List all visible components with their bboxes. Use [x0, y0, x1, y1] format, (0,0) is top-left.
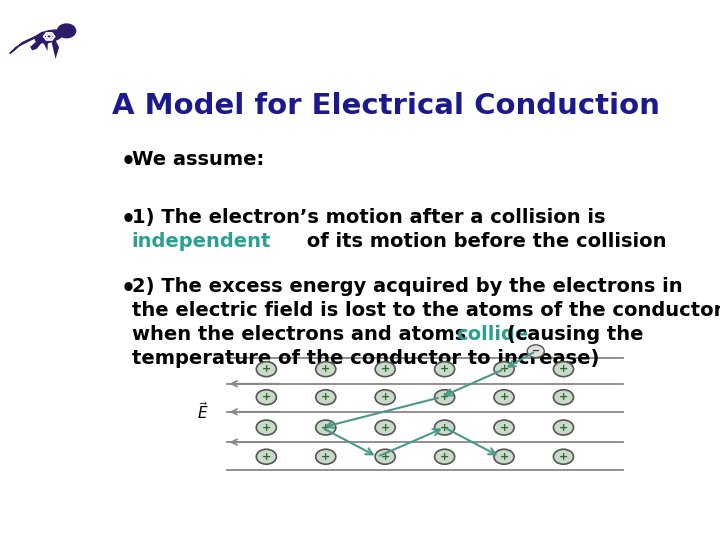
Circle shape	[435, 362, 454, 377]
Text: the electric field is lost to the atoms of the conductor: the electric field is lost to the atoms …	[132, 301, 720, 320]
Circle shape	[554, 390, 574, 404]
Text: −: −	[531, 346, 540, 356]
Text: +: +	[381, 422, 390, 433]
Polygon shape	[32, 40, 41, 49]
Text: (causing the: (causing the	[500, 325, 643, 344]
Text: 1) The electron’s motion after a collision is: 1) The electron’s motion after a collisi…	[132, 208, 606, 227]
Text: +: +	[500, 422, 508, 433]
Text: A Model for Electrical Conduction: A Model for Electrical Conduction	[112, 92, 660, 120]
Text: temperature of the conductor to increase): temperature of the conductor to increase…	[132, 349, 599, 368]
Text: •: •	[121, 277, 135, 301]
Circle shape	[375, 362, 395, 377]
Circle shape	[315, 449, 336, 464]
Polygon shape	[10, 35, 39, 53]
Circle shape	[375, 390, 395, 404]
Text: $\vec{E}$: $\vec{E}$	[197, 401, 209, 422]
Text: We assume:: We assume:	[132, 150, 264, 169]
Polygon shape	[53, 40, 57, 51]
Text: 2) The excess energy acquired by the electrons in: 2) The excess energy acquired by the ele…	[132, 277, 683, 296]
Text: +: +	[261, 452, 271, 462]
Circle shape	[315, 362, 336, 377]
Text: +: +	[261, 392, 271, 402]
Text: +: +	[321, 392, 330, 402]
Text: when the electrons and atoms: when the electrons and atoms	[132, 325, 473, 344]
Text: +: +	[261, 364, 271, 374]
Text: collide: collide	[456, 325, 528, 344]
Text: +: +	[440, 422, 449, 433]
Text: +: +	[321, 452, 330, 462]
Polygon shape	[41, 33, 46, 43]
Circle shape	[375, 420, 395, 435]
Circle shape	[256, 449, 276, 464]
Text: +: +	[440, 452, 449, 462]
Circle shape	[435, 449, 454, 464]
Text: +: +	[381, 364, 390, 374]
Circle shape	[256, 390, 276, 404]
Text: +: +	[321, 422, 330, 433]
Circle shape	[554, 449, 574, 464]
Text: +: +	[381, 392, 390, 402]
Text: independent: independent	[132, 232, 271, 251]
Circle shape	[315, 390, 336, 404]
Text: +: +	[500, 392, 508, 402]
Circle shape	[256, 362, 276, 377]
Text: +: +	[381, 452, 390, 462]
Circle shape	[315, 420, 336, 435]
Circle shape	[554, 420, 574, 435]
Text: +: +	[559, 422, 568, 433]
Circle shape	[435, 390, 454, 404]
Circle shape	[494, 449, 514, 464]
Circle shape	[494, 420, 514, 435]
Text: •: •	[121, 208, 135, 232]
Text: +: +	[559, 452, 568, 462]
Circle shape	[375, 449, 395, 464]
Text: +: +	[500, 452, 508, 462]
Circle shape	[256, 420, 276, 435]
Circle shape	[58, 24, 76, 38]
Circle shape	[435, 420, 454, 435]
Polygon shape	[46, 33, 53, 42]
Text: +: +	[559, 392, 568, 402]
Circle shape	[494, 362, 514, 377]
Text: +: +	[559, 364, 568, 374]
Text: +: +	[440, 364, 449, 374]
Text: +: +	[500, 364, 508, 374]
Text: of its motion before the collision: of its motion before the collision	[300, 232, 667, 251]
Text: •: •	[121, 150, 135, 174]
Ellipse shape	[35, 30, 63, 43]
Circle shape	[554, 362, 574, 377]
Circle shape	[527, 345, 544, 357]
Text: +: +	[440, 392, 449, 402]
Text: +: +	[261, 422, 271, 433]
Text: +: +	[321, 364, 330, 374]
Circle shape	[494, 390, 514, 404]
